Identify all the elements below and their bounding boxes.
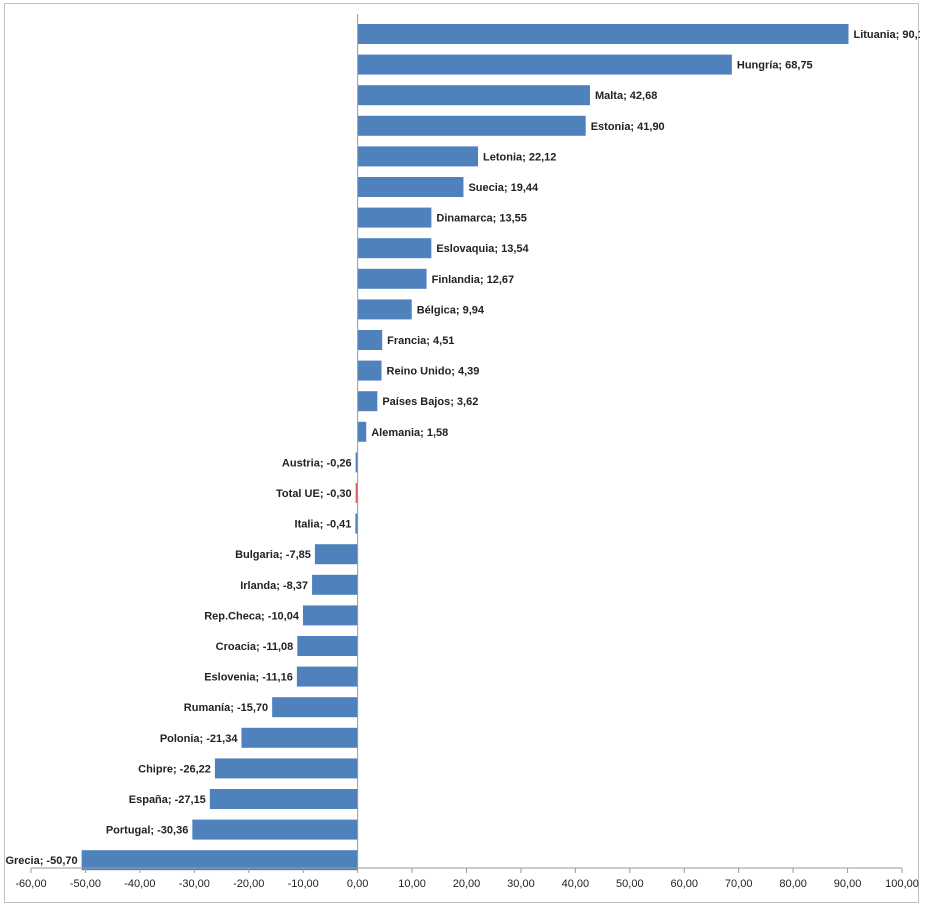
data-label-irlanda: Irlanda; -8,37 bbox=[240, 580, 308, 592]
bar-rep-checa bbox=[302, 605, 358, 626]
bar-alemania bbox=[357, 421, 367, 442]
bar-bulgaria bbox=[314, 544, 358, 565]
bar-lituania bbox=[357, 24, 849, 44]
bar-eslovaquia bbox=[357, 238, 432, 259]
x-tick-label: -40,00 bbox=[124, 878, 155, 890]
bar-finlandia bbox=[357, 268, 427, 289]
data-label-hungria: Hungría; 68,75 bbox=[737, 60, 813, 72]
data-label-polonia: Polonia; -21,34 bbox=[160, 733, 239, 745]
x-tick-label: 0,00 bbox=[347, 878, 368, 890]
x-tick-label: 70,00 bbox=[725, 878, 753, 890]
bar-chart: Lituania; 90,17 Hungría; 68,75 Malta; 42,6… bbox=[5, 14, 920, 890]
bar-eslovenia bbox=[296, 666, 358, 687]
x-tick-label: 10,00 bbox=[398, 878, 426, 890]
bar-total-ue bbox=[355, 483, 358, 503]
bar-austria bbox=[355, 452, 358, 473]
x-tick-label: 100,00 bbox=[885, 878, 919, 890]
data-label-eslovenia: Eslovenia; -11,16 bbox=[204, 672, 293, 684]
x-tick-label: 30,00 bbox=[507, 878, 535, 890]
chart-frame: Lituania; 90,17 Hungría; 68,75 Malta; 42,6… bbox=[4, 3, 920, 903]
data-label-portugal: Portugal; -30,36 bbox=[106, 825, 189, 837]
bar-suecia bbox=[357, 177, 464, 197]
bar-malta bbox=[357, 85, 590, 106]
labels-layer: Lituania; 90,17 Hungría; 68,75 Malta; 42,6… bbox=[5, 29, 920, 867]
data-label-finlandia: Finlandia; 12,67 bbox=[432, 274, 515, 286]
x-tick-label: -30,00 bbox=[179, 878, 210, 890]
x-tick-label: 50,00 bbox=[616, 878, 644, 890]
x-tick-label: -20,00 bbox=[233, 878, 264, 890]
data-label-belgica: Bélgica; 9,94 bbox=[417, 304, 485, 316]
data-label-paises-bajos: Países Bajos; 3,62 bbox=[382, 396, 478, 408]
bar-francia bbox=[357, 330, 383, 350]
data-label-chipre: Chipre; -26,22 bbox=[138, 763, 211, 775]
data-label-austria: Austria; -0,26 bbox=[282, 457, 352, 469]
x-tick-label: -10,00 bbox=[288, 878, 319, 890]
data-label-grecia: Grecia; -50,70 bbox=[5, 855, 77, 867]
x-axis: -60,00 -50,00 -40,00 -30,00 -20,00 -10,00 0,00… bbox=[15, 14, 919, 890]
bars-layer bbox=[81, 24, 849, 871]
bar-croacia bbox=[297, 636, 358, 656]
bar-paises-bajos bbox=[357, 391, 378, 412]
data-label-croacia: Croacia; -11,08 bbox=[216, 641, 294, 653]
x-tick-label: 40,00 bbox=[562, 878, 590, 890]
bar-rumania bbox=[272, 697, 358, 718]
bar-hungria bbox=[357, 54, 732, 75]
bar-italia bbox=[355, 513, 358, 534]
x-tick-label: 20,00 bbox=[453, 878, 481, 890]
data-label-total-ue: Total UE; -0,30 bbox=[276, 488, 352, 500]
data-label-dinamarca: Dinamarca; 13,55 bbox=[436, 213, 527, 225]
data-label-suecia: Suecia; 19,44 bbox=[468, 182, 539, 194]
bar-chipre bbox=[214, 758, 358, 779]
bar-grecia bbox=[81, 850, 358, 871]
x-tick-label: -50,00 bbox=[70, 878, 101, 890]
bar-dinamarca bbox=[357, 207, 432, 228]
bar-espana bbox=[209, 789, 358, 809]
data-label-reino-unido: Reino Unido; 4,39 bbox=[387, 366, 480, 378]
data-label-eslovaquia: Eslovaquia; 13,54 bbox=[436, 243, 529, 255]
bar-letonia bbox=[357, 146, 479, 167]
data-label-bulgaria: Bulgaria; -7,85 bbox=[235, 549, 311, 561]
x-tick-label: 60,00 bbox=[670, 878, 698, 890]
x-tick-label: 80,00 bbox=[779, 878, 807, 890]
bar-irlanda bbox=[312, 574, 358, 595]
data-label-rep-checa: Rep.Checa; -10,04 bbox=[204, 610, 300, 622]
bar-estonia bbox=[357, 115, 586, 136]
data-label-italia: Italia; -0,41 bbox=[295, 519, 352, 531]
data-label-estonia: Estonia; 41,90 bbox=[591, 121, 665, 133]
data-label-espana: España; -27,15 bbox=[129, 794, 206, 806]
bar-polonia bbox=[241, 727, 358, 748]
x-tick-label: 90,00 bbox=[834, 878, 862, 890]
bar-reino-unido bbox=[357, 360, 382, 381]
bar-belgica bbox=[357, 299, 412, 320]
x-tick-label: -60,00 bbox=[15, 878, 46, 890]
data-label-alemania: Alemania; 1,58 bbox=[371, 427, 448, 439]
data-label-letonia: Letonia; 22,12 bbox=[483, 151, 556, 163]
data-label-rumania: Rumanía; -15,70 bbox=[184, 702, 268, 714]
data-label-malta: Malta; 42,68 bbox=[595, 90, 657, 102]
data-label-lituania: Lituania; 90,17 bbox=[853, 29, 920, 41]
bar-portugal bbox=[192, 819, 358, 840]
data-label-francia: Francia; 4,51 bbox=[387, 335, 454, 347]
